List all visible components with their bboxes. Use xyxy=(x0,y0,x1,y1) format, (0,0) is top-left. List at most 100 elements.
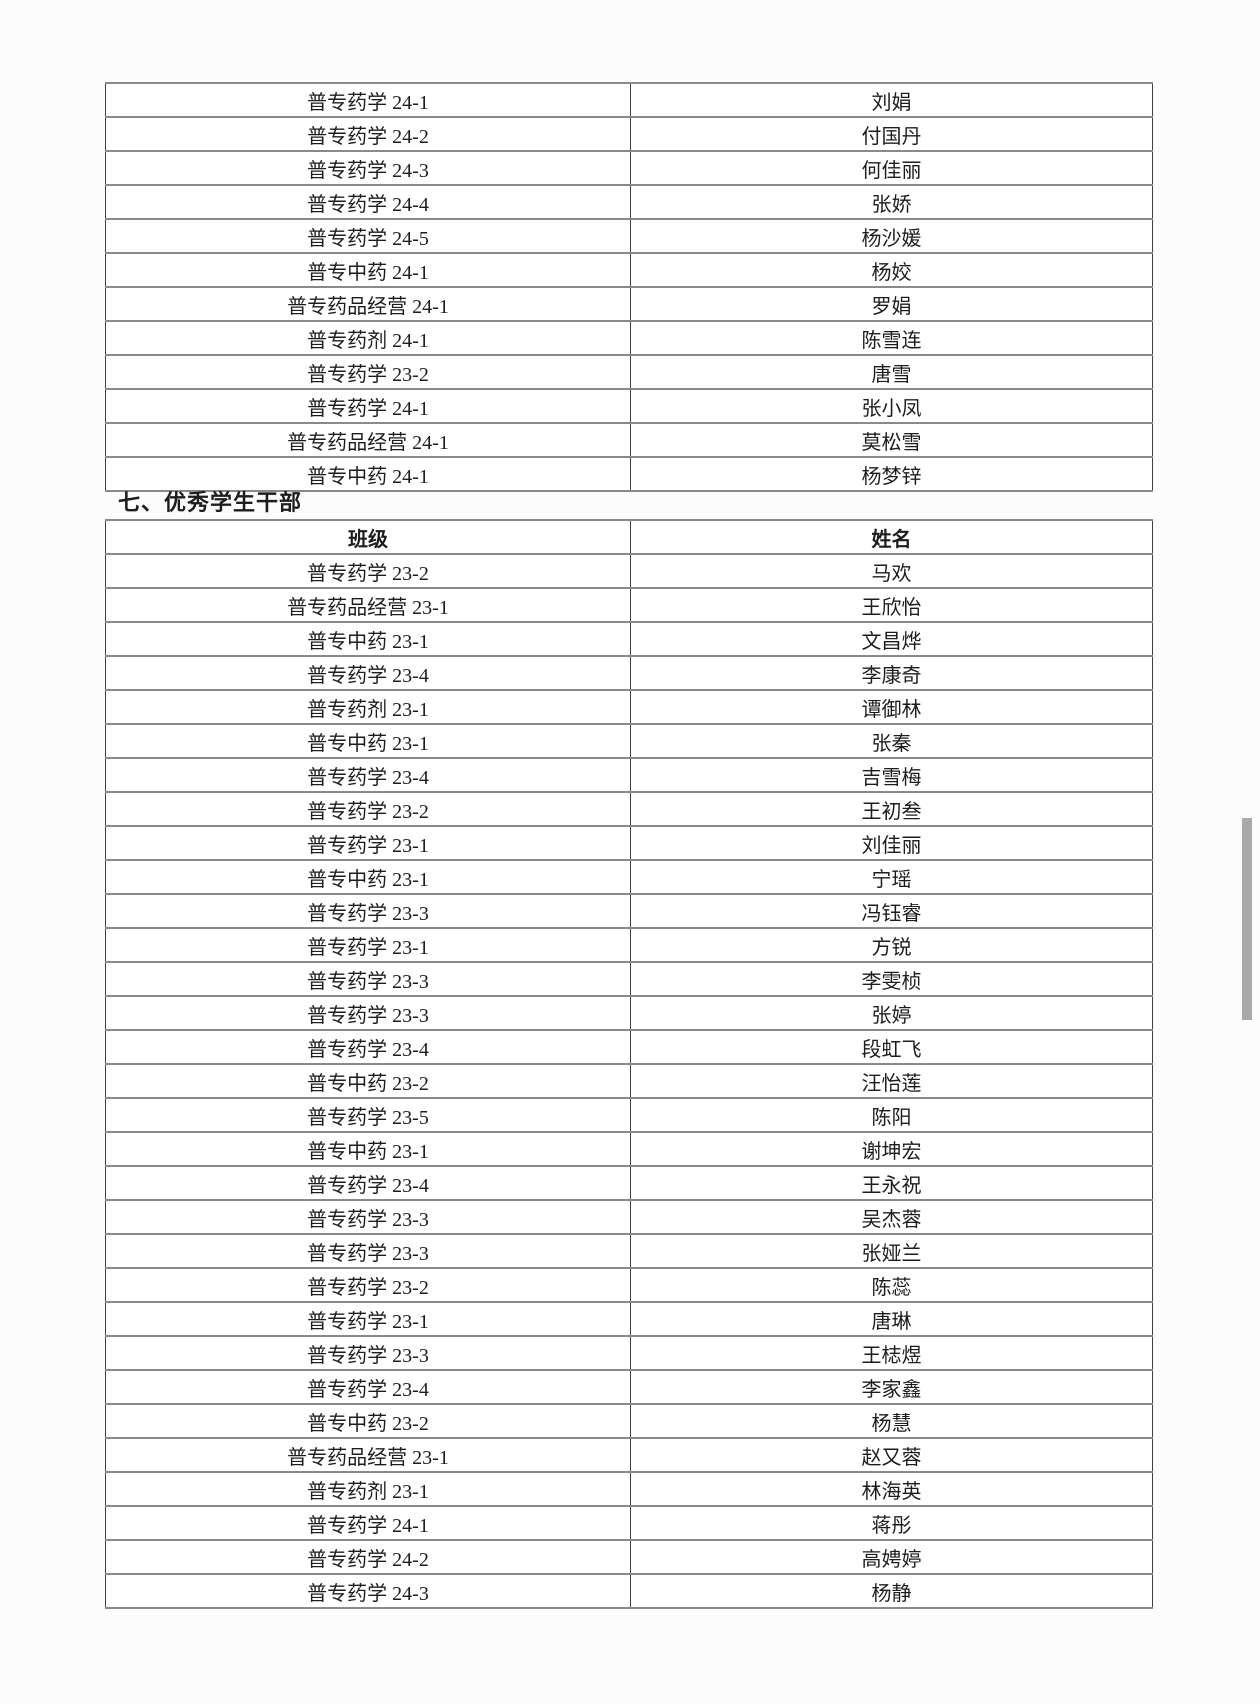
name-cell: 李家鑫 xyxy=(630,1369,1153,1405)
scrollbar-thumb[interactable] xyxy=(1242,818,1252,1020)
table-row: 普专药学 23-3 李雯桢 xyxy=(105,961,1153,997)
name-cell: 高娉婷 xyxy=(630,1539,1153,1575)
name-cell: 张小凤 xyxy=(630,388,1153,424)
table-row: 普专药剂 23-1 谭御林 xyxy=(105,689,1153,725)
name-cell: 段虹飞 xyxy=(630,1029,1153,1065)
class-cell: 普专药学 23-3 xyxy=(105,1199,631,1235)
table-row: 普专药学 24-1 张小凤 xyxy=(105,388,1153,424)
name-cell: 罗娟 xyxy=(630,286,1153,322)
table-row: 普专药学 23-2 马欢 xyxy=(105,553,1153,589)
class-cell: 普专中药 23-2 xyxy=(105,1063,631,1099)
name-cell: 赵又蓉 xyxy=(630,1437,1153,1473)
table-row: 普专药学 23-4 吉雪梅 xyxy=(105,757,1153,793)
table-row: 普专药学 23-3 冯钰睿 xyxy=(105,893,1153,929)
name-cell: 刘佳丽 xyxy=(630,825,1153,861)
table-row: 普专中药 23-1 张秦 xyxy=(105,723,1153,759)
name-cell: 唐雪 xyxy=(630,354,1153,390)
class-cell: 普专药学 24-3 xyxy=(105,150,631,186)
name-cell: 张娇 xyxy=(630,184,1153,220)
table-row: 普专药学 24-3 杨静 xyxy=(105,1573,1153,1609)
name-cell: 张娅兰 xyxy=(630,1233,1153,1269)
table-row: 普专药品经营 24-1 罗娟 xyxy=(105,286,1153,322)
class-cell: 普专药学 23-2 xyxy=(105,1267,631,1303)
class-cell: 普专药学 23-1 xyxy=(105,927,631,963)
class-cell: 普专药学 23-1 xyxy=(105,1301,631,1337)
name-cell: 李雯桢 xyxy=(630,961,1153,997)
table-row: 普专药学 23-3 吴杰蓉 xyxy=(105,1199,1153,1235)
class-cell: 普专药品经营 23-1 xyxy=(105,587,631,623)
name-cell: 冯钰睿 xyxy=(630,893,1153,929)
class-cell: 普专药学 23-1 xyxy=(105,825,631,861)
table-row: 普专药品经营 24-1 莫松雪 xyxy=(105,422,1153,458)
class-cell: 普专药学 23-3 xyxy=(105,893,631,929)
table1-body: 普专药学 24-1 刘娟 普专药学 24-2 付国丹 普专药学 24-3 何佳丽 普专药学 … xyxy=(105,82,1153,492)
class-cell: 普专中药 23-2 xyxy=(105,1403,631,1439)
name-cell: 陈雪连 xyxy=(630,320,1153,356)
name-cell: 谭御林 xyxy=(630,689,1153,725)
class-cell: 普专药学 23-3 xyxy=(105,1335,631,1371)
awards-table-continued: 普专药学 24-1 刘娟 普专药学 24-2 付国丹 普专药学 24-3 何佳丽 普专药学 … xyxy=(105,82,1153,492)
table-row: 普专药学 23-3 张娅兰 xyxy=(105,1233,1153,1269)
class-cell: 普专药学 23-3 xyxy=(105,1233,631,1269)
class-cell: 普专药学 23-2 xyxy=(105,354,631,390)
table-row: 普专药学 23-2 陈蕊 xyxy=(105,1267,1153,1303)
class-cell: 普专药学 23-4 xyxy=(105,1165,631,1201)
table-header-row: 班级 姓名 xyxy=(105,519,1153,555)
name-cell: 杨慧 xyxy=(630,1403,1153,1439)
table-row: 普专药剂 23-1 林海英 xyxy=(105,1471,1153,1507)
table-row: 普专药学 23-4 王永祝 xyxy=(105,1165,1153,1201)
name-cell: 谢坤宏 xyxy=(630,1131,1153,1167)
class-cell: 普专中药 24-1 xyxy=(105,252,631,288)
name-cell: 陈阳 xyxy=(630,1097,1153,1133)
name-cell: 吴杰蓉 xyxy=(630,1199,1153,1235)
name-cell: 宁瑶 xyxy=(630,859,1153,895)
class-cell: 普专药品经营 24-1 xyxy=(105,286,631,322)
name-cell: 文昌烨 xyxy=(630,621,1153,657)
table-row: 普专药学 24-5 杨沙媛 xyxy=(105,218,1153,254)
class-column-header: 班级 xyxy=(105,519,631,555)
table-row: 普专中药 23-2 杨慧 xyxy=(105,1403,1153,1439)
class-cell: 普专药学 23-4 xyxy=(105,757,631,793)
table-row: 普专药学 24-1 刘娟 xyxy=(105,82,1153,118)
name-cell: 马欢 xyxy=(630,553,1153,589)
name-cell: 方锐 xyxy=(630,927,1153,963)
name-cell: 杨梦锌 xyxy=(630,456,1153,492)
name-cell: 李康奇 xyxy=(630,655,1153,691)
class-cell: 普专药学 23-2 xyxy=(105,553,631,589)
class-cell: 普专药学 24-5 xyxy=(105,218,631,254)
name-cell: 陈蕊 xyxy=(630,1267,1153,1303)
name-cell: 刘娟 xyxy=(630,82,1153,118)
table-row: 普专药品经营 23-1 王欣怡 xyxy=(105,587,1153,623)
table-row: 普专药品经营 23-1 赵又蓉 xyxy=(105,1437,1153,1473)
outstanding-student-cadres-table: 班级 姓名 普专药学 23-2 马欢 普专药品经营 23-1 王欣怡 普专中药 23-1… xyxy=(105,519,1153,1609)
name-cell: 林海英 xyxy=(630,1471,1153,1507)
table-row: 普专药学 23-1 刘佳丽 xyxy=(105,825,1153,861)
name-cell: 蒋彤 xyxy=(630,1505,1153,1541)
table-row: 普专药学 24-2 高娉婷 xyxy=(105,1539,1153,1575)
class-cell: 普专中药 23-1 xyxy=(105,621,631,657)
table-row: 普专药学 23-1 唐琳 xyxy=(105,1301,1153,1337)
table-row: 普专药学 24-4 张娇 xyxy=(105,184,1153,220)
table-row: 普专中药 23-2 汪怡莲 xyxy=(105,1063,1153,1099)
section-heading: 七、优秀学生干部 xyxy=(118,490,303,515)
name-cell: 杨姣 xyxy=(630,252,1153,288)
name-cell: 王永祝 xyxy=(630,1165,1153,1201)
name-cell: 张婷 xyxy=(630,995,1153,1031)
class-cell: 普专药学 24-2 xyxy=(105,116,631,152)
class-cell: 普专中药 23-1 xyxy=(105,859,631,895)
class-cell: 普专药学 23-5 xyxy=(105,1097,631,1133)
name-cell: 付国丹 xyxy=(630,116,1153,152)
class-cell: 普专药学 23-4 xyxy=(105,1369,631,1405)
table-row: 普专药学 23-1 方锐 xyxy=(105,927,1153,963)
class-cell: 普专药学 23-4 xyxy=(105,1029,631,1065)
name-cell: 杨静 xyxy=(630,1573,1153,1609)
class-cell: 普专药学 24-3 xyxy=(105,1573,631,1609)
class-cell: 普专药剂 23-1 xyxy=(105,1471,631,1507)
table-row: 普专中药 23-1 文昌烨 xyxy=(105,621,1153,657)
class-cell: 普专药学 24-1 xyxy=(105,82,631,118)
class-cell: 普专药学 23-4 xyxy=(105,655,631,691)
table-row: 普专药学 23-5 陈阳 xyxy=(105,1097,1153,1133)
class-cell: 普专药学 24-1 xyxy=(105,1505,631,1541)
class-cell: 普专药学 24-1 xyxy=(105,388,631,424)
